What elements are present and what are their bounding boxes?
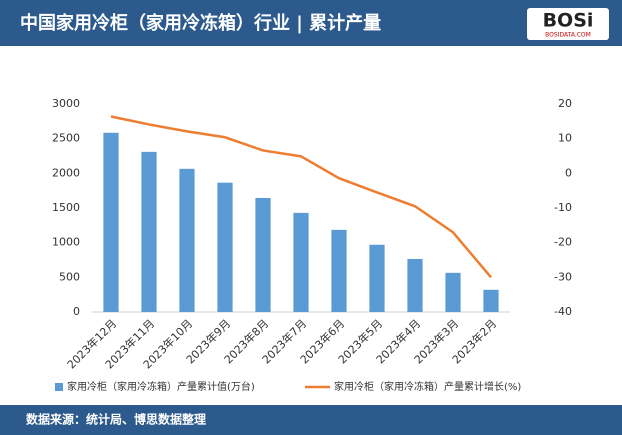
bar [293,212,309,312]
legend-label: 家用冷柜（家用冷冻箱）产量累计增长(%) [334,380,521,393]
y2-tick-label: -40 [554,305,572,318]
bar [369,244,385,312]
logo-box [527,8,609,40]
line [110,115,492,279]
y2-tick-label: 20 [558,97,572,110]
bar [331,229,347,312]
legend-swatch [55,383,63,391]
source: 数据来源：统计局、博思数据整理 [26,412,206,427]
y-tick-label: 2000 [52,166,80,179]
bar [255,197,271,312]
y-tick-label: 0 [73,305,80,318]
bar [217,182,233,312]
bar [445,272,461,312]
y-tick-label: 2500 [52,132,80,145]
y2-tick-label: 0 [565,166,572,179]
y-tick-label: 500 [59,270,80,283]
y-tick-label: 3000 [52,97,80,110]
bar [179,168,195,312]
header-band [0,0,622,46]
bar [407,258,423,312]
y2-tick-label: -30 [554,270,572,283]
logo: BOSi [543,10,594,32]
chart-title: 中国家用冷柜（家用冷冻箱）行业 | 累计产量 [20,12,381,34]
y2-tick-label: 10 [558,132,572,145]
bar [483,289,499,312]
y2-tick-label: -20 [554,236,572,249]
legend-label: 家用冷柜（家用冷冻箱）产量累计值(万台) [67,380,255,393]
footer-band [0,405,622,435]
logo-sub: BOSIDATA.COM [545,32,591,39]
y2-tick-label: -10 [554,201,572,214]
y-tick-label: 1500 [52,201,80,214]
bar [103,132,119,312]
y-tick-label: 1000 [52,236,80,249]
bar [141,151,157,312]
